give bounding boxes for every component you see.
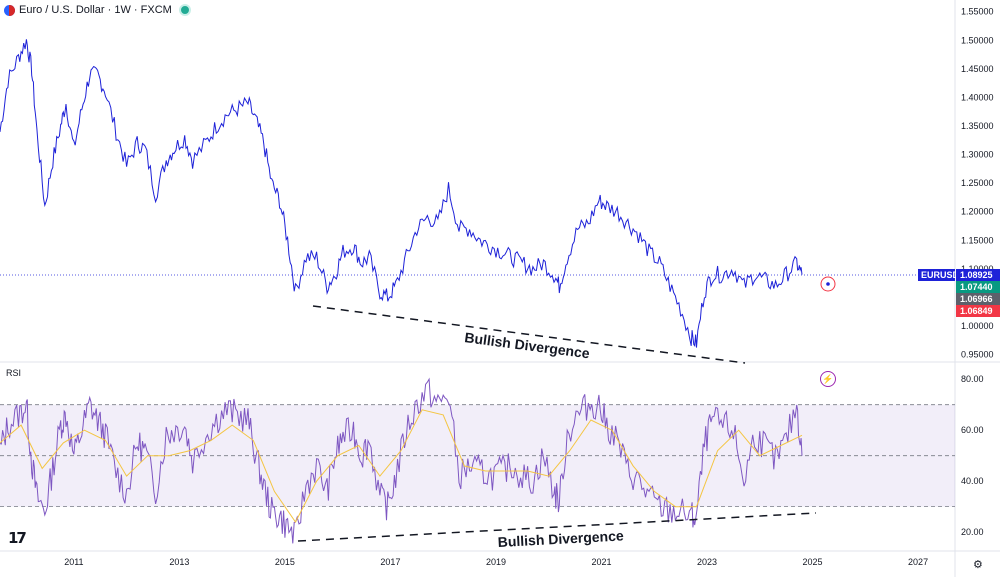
rsi-band <box>0 404 955 508</box>
symbol-tag <box>918 269 955 281</box>
price-divergence-line[interactable] <box>312 305 746 364</box>
price-tick-label: 1.40000 <box>961 92 994 102</box>
price-tick-label: 1.50000 <box>961 35 994 45</box>
settings-icon[interactable]: ⚙ <box>973 559 983 571</box>
time-axis: 2011 2013 2015 2017 2019 2021 2023 2025 2027 <box>64 557 928 567</box>
time-tick-label: 2013 <box>169 557 189 567</box>
price-axis: 1.55000 1.50000 1.45000 1.40000 1.35000 1.300… <box>0 7 994 360</box>
symbol-tag-text: EURUSD <box>921 270 960 280</box>
time-tick-label: 2011 <box>64 557 83 567</box>
symbol-title: Euro / U.S. Dollar · 1W · FXCM <box>19 4 172 16</box>
price-tag-text: 1.07440 <box>960 282 993 292</box>
rsi-line[interactable] <box>0 377 803 544</box>
time-tick-label: 2019 <box>486 557 506 567</box>
price-tick-label: 0.95000 <box>961 350 994 360</box>
price-tick-label: 1.55000 <box>961 7 994 17</box>
price-tick-label: 1.30000 <box>961 150 994 160</box>
price-tick-label: 1.20000 <box>961 207 994 217</box>
rsi-tick-label: 40.00 <box>961 476 984 486</box>
time-tick-label: 2021 <box>591 557 611 567</box>
time-tick-label: 2027 <box>908 557 928 567</box>
price-tick-label: 1.00000 <box>961 321 994 331</box>
rsi-tick-label: 80.00 <box>961 374 984 384</box>
price-tag <box>956 305 1000 317</box>
price-series <box>0 39 803 348</box>
time-tick-label: 2025 <box>803 557 823 567</box>
rsi-divergence-line[interactable] <box>297 512 817 542</box>
price-tick-label: 1.15000 <box>961 235 994 245</box>
rsi-ma-line[interactable] <box>0 409 803 523</box>
rsi-divergence-label: Bullish Divergence <box>497 527 624 550</box>
tradingview-logo[interactable]: 17 <box>8 529 27 547</box>
price-tick-label: 1.35000 <box>961 121 994 131</box>
last-price-dot <box>826 282 830 286</box>
last-price-marker[interactable] <box>820 276 836 292</box>
price-tag-text: 1.06849 <box>960 306 993 316</box>
time-tick-label: 2017 <box>380 557 400 567</box>
price-tag <box>956 281 1000 293</box>
eurusd-price-line[interactable] <box>0 39 803 348</box>
symbol-legend[interactable]: Euro / U.S. Dollar · 1W · FXCM <box>4 2 191 18</box>
price-tag <box>956 293 1000 305</box>
rsi-tick-label: 20.00 <box>961 527 984 537</box>
rsi-pane-label[interactable]: RSI <box>6 368 22 378</box>
price-tags: EURUSD 1.08925 1.07440 1.06966 1.06849 <box>918 269 1000 317</box>
rsi-series <box>0 377 803 544</box>
eu-us-flag-icon <box>4 4 15 16</box>
rsi-tick-label: 60.00 <box>961 425 984 435</box>
price-tick-label: 1.10000 <box>961 264 994 274</box>
price-tick-label: 1.45000 <box>961 64 994 74</box>
price-tick-label: 1.25000 <box>961 178 994 188</box>
lightning-icon[interactable]: ⚡ <box>820 371 836 387</box>
market-open-dot-icon <box>178 4 191 16</box>
rsi-axis: 80.00 60.00 40.00 20.00 <box>961 374 984 537</box>
price-tag-text: 1.08925 <box>960 270 993 280</box>
time-tick-label: 2023 <box>697 557 717 567</box>
price-tag <box>956 269 1000 281</box>
price-tag-text: 1.06966 <box>960 294 993 304</box>
time-tick-label: 2015 <box>275 557 295 567</box>
